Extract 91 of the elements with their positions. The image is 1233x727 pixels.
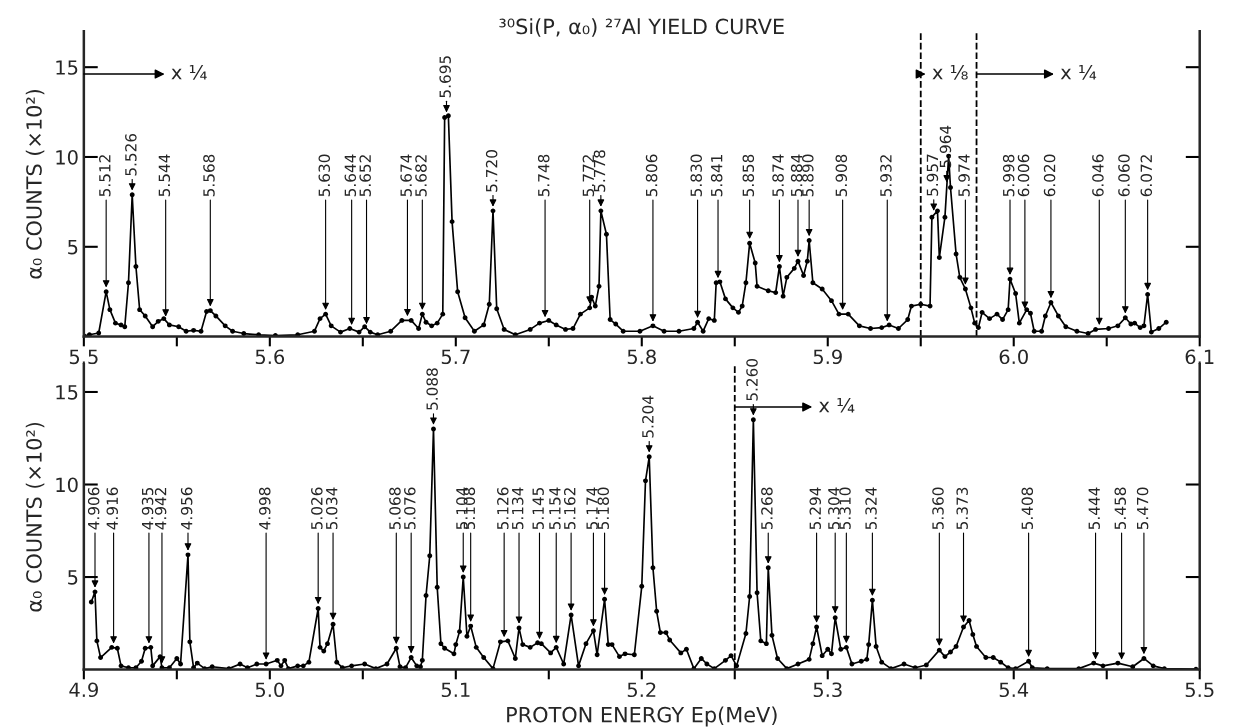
- annotation: 6.046: [1092, 154, 1104, 197]
- x-tick-label: 5.3: [813, 682, 842, 698]
- annotation: 5.126: [497, 487, 509, 530]
- annotation: 5.748: [537, 154, 550, 197]
- annotation: 5.134: [511, 487, 524, 530]
- annotation: 6.060: [1118, 154, 1130, 197]
- y-tick-label: 10: [56, 149, 78, 165]
- y-tick-label: 15: [56, 60, 78, 75]
- annotation: 5.682: [415, 155, 427, 197]
- annotation: x ¼: [171, 64, 207, 80]
- x-tick-label: 5.1: [441, 682, 470, 698]
- annotation: 5.772: [582, 155, 595, 197]
- annotation: 5.957: [926, 154, 939, 196]
- y-tick-label: 5: [68, 240, 78, 255]
- annotation: 6.072: [1140, 155, 1153, 197]
- annotation: 5.652: [359, 155, 371, 197]
- annotation: 5.373: [956, 487, 968, 530]
- annotation: 5.294: [809, 487, 822, 530]
- x-tick-label: 6.1: [1185, 349, 1214, 365]
- x-tick-label: 5.8: [627, 349, 656, 365]
- x-tick-label: 5.5: [1185, 682, 1214, 698]
- annotation: 5.268: [761, 487, 773, 530]
- annotation: 5.034: [325, 487, 338, 530]
- annotation: 5.444: [1088, 487, 1100, 530]
- annotation: 5.998: [1002, 154, 1015, 197]
- annotation: 5.204: [642, 395, 654, 438]
- annotation: 5.470: [1136, 487, 1149, 530]
- annotation: 5.174: [586, 487, 598, 530]
- x-axis-title: PROTON ENERGY Ep(MeV): [507, 706, 777, 727]
- annotation: 5.884: [790, 154, 803, 197]
- annotation: 4.935: [141, 487, 154, 530]
- ref-line-label: x ¼: [1060, 64, 1097, 80]
- annotation: 5.145: [532, 487, 544, 530]
- annotation: 5.360: [932, 487, 944, 530]
- annotation: 4.942: [154, 488, 167, 530]
- annotation: 5.076: [404, 487, 416, 530]
- annotation: 5.310: [839, 487, 851, 530]
- annotation: 5.830: [690, 154, 702, 197]
- x-tick-label: 5.5: [69, 349, 98, 365]
- y-axis-title: α₀ COUNTS (×10²): [25, 89, 45, 279]
- annotation: 5.544: [158, 154, 171, 197]
- y-tick-label: 5: [68, 570, 78, 585]
- annotation: 5.568: [203, 154, 215, 197]
- annotation: 5.674: [400, 154, 412, 197]
- annotation: 5.526: [125, 133, 137, 176]
- annotation: 5.974: [958, 154, 970, 197]
- ref-line-label: x ¼: [819, 397, 855, 413]
- x-tick-label: 6.0: [999, 349, 1028, 365]
- annotation: 5.806: [645, 154, 658, 197]
- annotation: 5.512: [99, 155, 111, 197]
- annotation: 5.026: [311, 487, 323, 530]
- annotation: 5.068: [389, 487, 401, 530]
- x-tick-label: 5.6: [255, 349, 285, 365]
- x-tick-label: 5.2: [627, 682, 656, 698]
- annotation: 6.006: [1017, 154, 1030, 197]
- annotation: 4.906: [87, 487, 100, 530]
- annotation: 5.778: [593, 150, 606, 192]
- annotation: 5.644: [344, 154, 357, 197]
- x-tick-label: 5.4: [999, 682, 1029, 698]
- annotation: 5.304: [828, 487, 840, 530]
- ref-line-label: x ⅛: [932, 64, 968, 80]
- annotation: 5.630: [318, 154, 331, 197]
- annotation: 5.890: [802, 154, 814, 197]
- annotation: 4.998: [258, 487, 271, 530]
- annotation: 5.874: [772, 154, 784, 197]
- y-tick-label: 15: [56, 385, 78, 400]
- annotation: 5.841: [710, 155, 723, 197]
- annotation: 5.695: [439, 56, 451, 98]
- chart-title: ³⁰Si(P, α₀) ²⁷Al YIELD CURVE: [499, 18, 784, 37]
- annotation: 5.162: [563, 488, 576, 530]
- annotation: 5.932: [880, 155, 892, 197]
- y-axis-title: α₀ COUNTS (×10²): [25, 422, 45, 612]
- annotation: 5.260: [746, 358, 758, 401]
- annotation: 6.020: [1043, 154, 1056, 197]
- annotation: 5.720: [485, 150, 498, 192]
- annotation: 5.088: [426, 368, 438, 410]
- annotation: 5.408: [1021, 487, 1034, 530]
- annotation: 5.324: [865, 487, 877, 530]
- annotation: 5.964: [939, 125, 952, 168]
- x-tick-label: 5.9: [813, 349, 842, 365]
- annotation: 4.916: [106, 487, 119, 530]
- annotation: 5.154: [549, 487, 561, 530]
- y-tick-label: 10: [56, 477, 78, 493]
- annotation: 5.858: [742, 154, 755, 197]
- annotation: 4.956: [180, 487, 193, 530]
- x-tick-label: 5.0: [255, 682, 284, 698]
- annotation: 5.908: [835, 154, 848, 197]
- annotation: 5.180: [597, 487, 610, 530]
- x-tick-label: 5.7: [441, 349, 470, 365]
- annotation: 5.458: [1114, 487, 1127, 530]
- x-tick-label: 4.9: [69, 682, 98, 698]
